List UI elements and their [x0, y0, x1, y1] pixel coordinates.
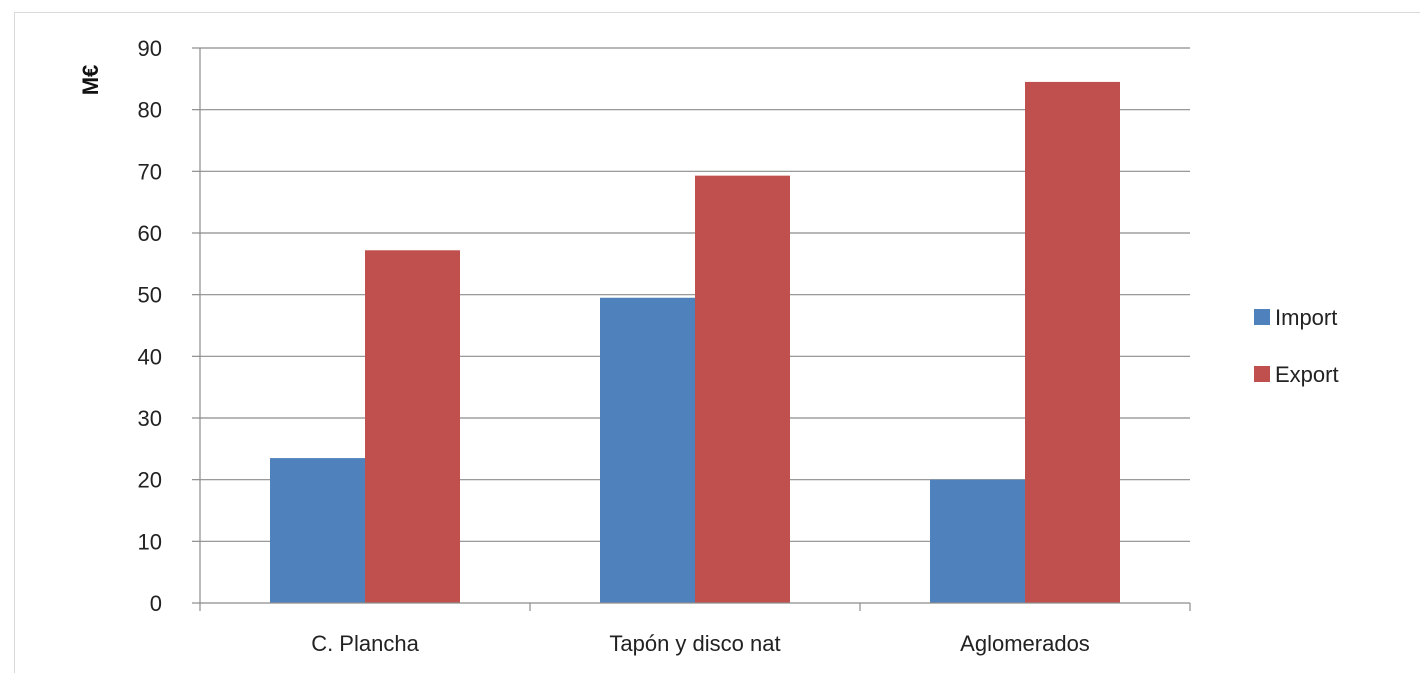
y-tick-label: 70 — [138, 159, 162, 184]
legend: Import Export — [1254, 305, 1339, 387]
legend-swatch-export — [1254, 366, 1270, 382]
bars — [270, 81, 1120, 603]
frame-top-border — [14, 12, 1420, 13]
bar-import-1 — [270, 458, 365, 603]
y-tick-label: 30 — [138, 406, 162, 431]
y-tick-label: 10 — [138, 529, 162, 554]
axes — [192, 47, 1191, 611]
y-tick-label: 90 — [138, 36, 162, 61]
y-tick-label: 60 — [138, 221, 162, 246]
y-tick-label: 80 — [138, 98, 162, 123]
y-tick-label: 0 — [150, 591, 162, 616]
bar-export-3 — [1025, 81, 1120, 603]
x-tick-label: C. Plancha — [311, 631, 419, 656]
x-tick-label: Aglomerados — [960, 631, 1090, 656]
y-axis-title: M€ — [78, 65, 103, 96]
x-tick-labels: C. Plancha Tapón y disco nat Aglomerados — [311, 631, 1090, 656]
y-tick-label: 20 — [138, 468, 162, 493]
frame-left-border — [14, 12, 15, 673]
legend-label-export: Export — [1275, 362, 1339, 387]
y-tick-labels: 0 10 20 30 40 50 60 70 80 90 — [138, 36, 162, 616]
bar-import-2 — [600, 297, 695, 603]
legend-label-import: Import — [1275, 305, 1337, 330]
y-tick-label: 50 — [138, 283, 162, 308]
legend-swatch-import — [1254, 309, 1270, 325]
bar-export-2 — [695, 175, 790, 603]
bar-export-1 — [365, 250, 460, 603]
bar-import-3 — [930, 479, 1025, 603]
y-tick-label: 40 — [138, 344, 162, 369]
x-tick-label: Tapón y disco nat — [609, 631, 780, 656]
